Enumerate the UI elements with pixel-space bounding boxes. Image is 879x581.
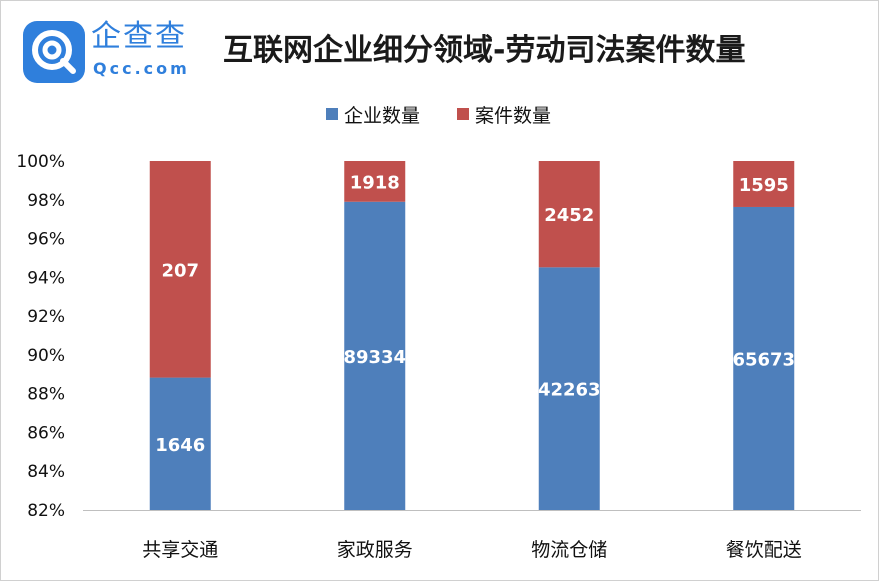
bar-1-2 xyxy=(538,161,600,268)
bar-0-1 xyxy=(344,201,406,510)
y-tick-label: 96% xyxy=(27,230,65,250)
bar-0-3 xyxy=(733,206,795,510)
y-tick-label: 84% xyxy=(27,462,65,482)
bar-value-label: 65673 xyxy=(732,349,795,370)
bar-1-1 xyxy=(344,161,406,202)
y-tick-label: 90% xyxy=(27,346,65,366)
qcc-logo-icon xyxy=(23,21,85,83)
y-tick-label: 94% xyxy=(27,268,65,288)
bar-value-label: 2452 xyxy=(544,205,594,226)
bar-value-label: 1595 xyxy=(739,175,789,196)
x-category-label: 餐饮配送 xyxy=(726,539,802,561)
legend-label-1: 案件数量 xyxy=(475,105,551,127)
bar-0-0 xyxy=(149,377,211,510)
bar-0-2 xyxy=(538,267,600,510)
bar-value-label: 89334 xyxy=(343,347,406,368)
bars: 1646 207 89334 1918 42263 2452 65673 1595 xyxy=(149,161,795,510)
legend-swatch-0 xyxy=(326,108,338,120)
x-category-label: 共享交通 xyxy=(142,539,218,561)
x-category-label: 家政服务 xyxy=(337,539,413,561)
bar-value-label: 207 xyxy=(161,260,199,281)
bar-value-label: 42263 xyxy=(538,380,601,401)
bar-value-label: 1646 xyxy=(155,435,205,456)
legend-swatch-1 xyxy=(457,108,469,120)
bar-value-label: 1918 xyxy=(350,172,400,193)
legend: 企业数量 案件数量 xyxy=(326,105,551,127)
chart-title: 互联网企业细分领域-劳动司法案件数量 xyxy=(223,33,746,68)
y-tick-label: 88% xyxy=(27,385,65,405)
bar-1-3 xyxy=(733,161,795,207)
y-tick-label: 100% xyxy=(16,152,65,172)
y-tick-label: 92% xyxy=(27,307,65,327)
bar-1-0 xyxy=(149,161,211,378)
y-axis: 82% 84% 86% 88% 90% 92% 94% 96% 98% 100% xyxy=(16,152,65,521)
legend-label-0: 企业数量 xyxy=(344,105,420,127)
x-axis: 共享交通 家政服务 物流仓储 餐饮配送 xyxy=(83,510,861,561)
y-tick-label: 98% xyxy=(27,191,65,211)
y-tick-label: 82% xyxy=(27,501,65,521)
x-category-label: 物流仓储 xyxy=(531,539,607,561)
brand-domain: Qcc.com xyxy=(93,59,190,78)
brand-name: 企查查 xyxy=(91,19,187,54)
y-tick-label: 86% xyxy=(27,423,65,443)
